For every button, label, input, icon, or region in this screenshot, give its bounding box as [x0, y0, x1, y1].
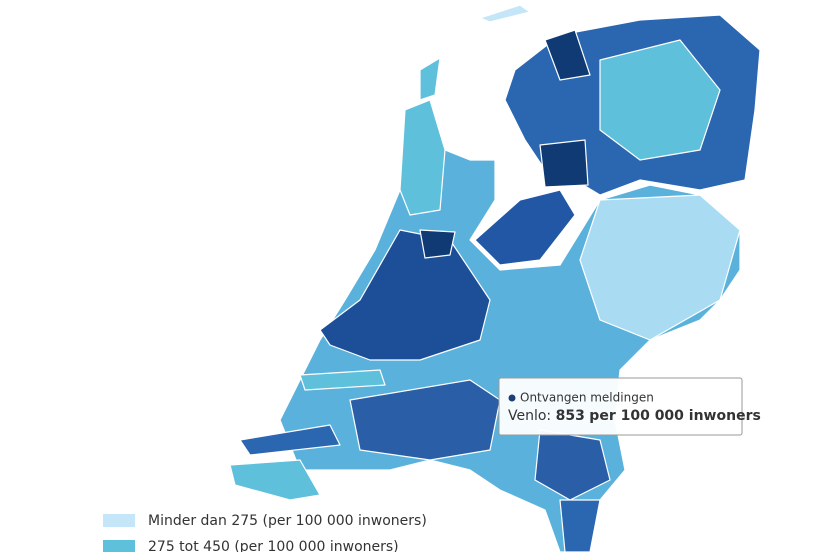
- tooltip-value-line: Venlo: 853 per 100 000 inwoners: [508, 408, 761, 424]
- region: [399, 99, 446, 216]
- legend-label: Minder dan 275 (per 100 000 inwoners): [148, 513, 427, 529]
- region: [419, 229, 456, 259]
- region: [559, 499, 601, 552]
- tooltip-unit: per 100 000 inwoners: [589, 408, 761, 424]
- region: [579, 194, 741, 341]
- region: [544, 29, 591, 81]
- region: [474, 189, 576, 266]
- region: [539, 139, 589, 188]
- legend-swatch: [103, 540, 135, 552]
- tooltip-series: Ontvangen meldingen: [520, 391, 654, 405]
- region: [599, 39, 721, 161]
- island: [419, 57, 441, 101]
- region: [319, 229, 491, 361]
- legend: Minder dan 275 (per 100 000 inwoners) 275…: [103, 513, 427, 552]
- region: [349, 379, 501, 461]
- tooltip-box: [498, 377, 743, 436]
- tooltip-value: 853: [556, 408, 585, 424]
- tooltip-bullet: [508, 394, 516, 402]
- region: [534, 429, 611, 501]
- netherlands-map: [229, 4, 761, 552]
- island: [299, 369, 386, 391]
- tooltip-place: Venlo:: [508, 408, 551, 424]
- legend-swatch: [103, 514, 135, 527]
- tooltip: Ontvangen meldingen Venlo: 853 per 100 0…: [498, 377, 761, 436]
- island: [229, 459, 321, 501]
- island: [239, 424, 341, 456]
- island: [479, 4, 531, 23]
- legend-label: 275 tot 450 (per 100 000 inwoners): [148, 539, 399, 552]
